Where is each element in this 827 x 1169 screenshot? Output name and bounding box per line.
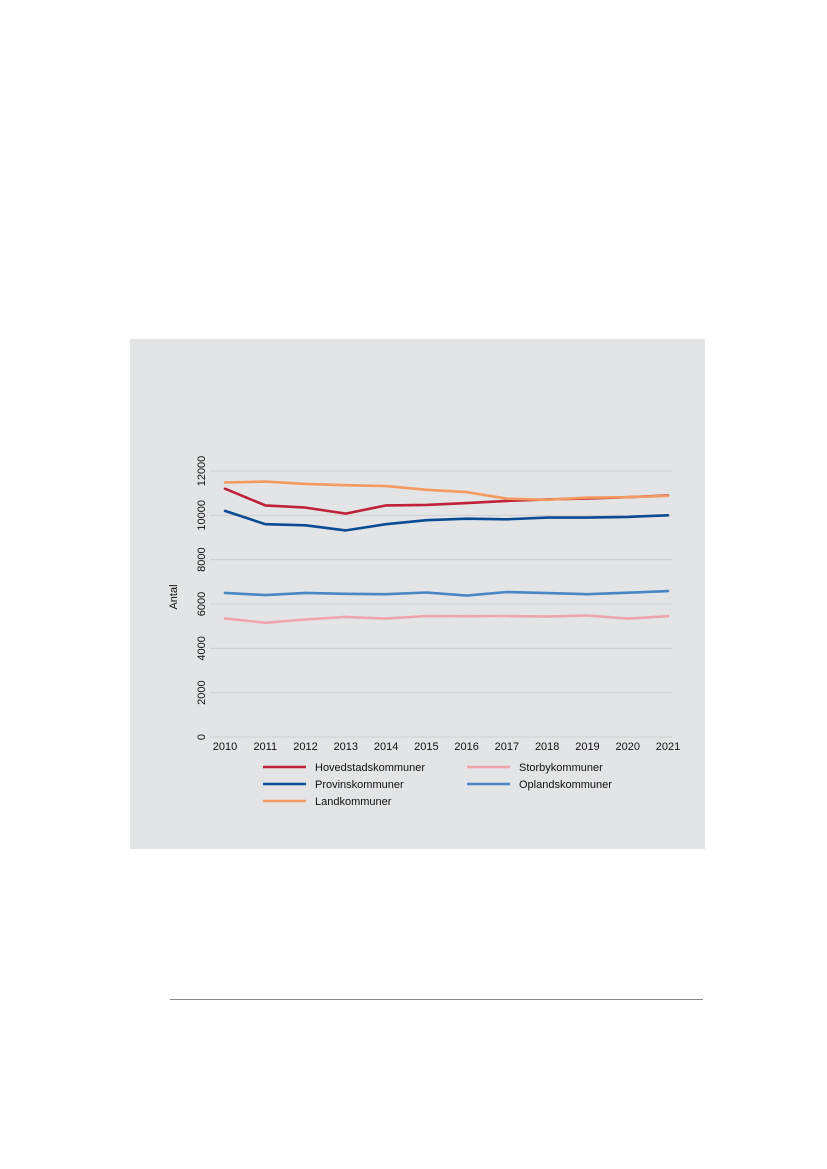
y-tick-label: 10000 — [196, 500, 208, 531]
x-tick-label: 2016 — [454, 741, 478, 753]
y-axis-ticks: 0 2000 4000 6000 8000 10000 12000 — [196, 456, 208, 740]
x-tick-label: 2012 — [293, 741, 317, 753]
legend-label: Oplandskommuner — [519, 779, 612, 791]
legend-label: Provinskommuner — [315, 779, 404, 791]
x-tick-label: 2015 — [414, 741, 438, 753]
y-tick-label: 4000 — [196, 636, 208, 660]
line-chart: 0 2000 4000 6000 8000 10000 12000 2010 2011 2012… — [168, 456, 680, 808]
x-axis-ticks: 2010 2011 2012 2013 2014 2015 2016 2017 2018 2019… — [213, 741, 680, 753]
footer-divider — [170, 999, 703, 1000]
gridlines — [210, 470, 672, 738]
y-tick-label: 12000 — [196, 456, 208, 487]
legend-label: Hovedstadskommuner — [315, 762, 425, 774]
x-tick-label: 2010 — [213, 741, 237, 753]
x-tick-label: 2013 — [334, 741, 358, 753]
y-tick-label: 0 — [196, 734, 208, 740]
chart-panel: 0 2000 4000 6000 8000 10000 12000 2010 2011 2012… — [130, 339, 705, 849]
series-line-hovedstadskommuner — [223, 487, 670, 515]
x-tick-label: 2011 — [253, 741, 277, 753]
x-tick-label: 2017 — [495, 741, 519, 753]
x-tick-label: 2018 — [535, 741, 559, 753]
legend: Hovedstadskommuner Storbykommuner Provinsk… — [263, 762, 612, 808]
legend-label: Storbykommuner — [519, 762, 603, 774]
y-axis-title: Antal — [168, 584, 180, 609]
x-tick-label: 2020 — [615, 741, 639, 753]
y-tick-label: 2000 — [196, 680, 208, 704]
series-line-provinskommuner — [223, 509, 670, 532]
legend-label: Landkommuner — [315, 796, 392, 808]
x-tick-label: 2019 — [575, 741, 599, 753]
series-line-oplandskommuner — [223, 589, 670, 597]
y-tick-label: 8000 — [196, 547, 208, 571]
series-line-storbykommuner — [223, 614, 670, 625]
series-lines — [223, 480, 670, 625]
x-tick-label: 2021 — [656, 741, 680, 753]
x-tick-label: 2014 — [374, 741, 398, 753]
y-tick-label: 6000 — [196, 592, 208, 616]
series-line-landkommuner — [223, 480, 670, 502]
